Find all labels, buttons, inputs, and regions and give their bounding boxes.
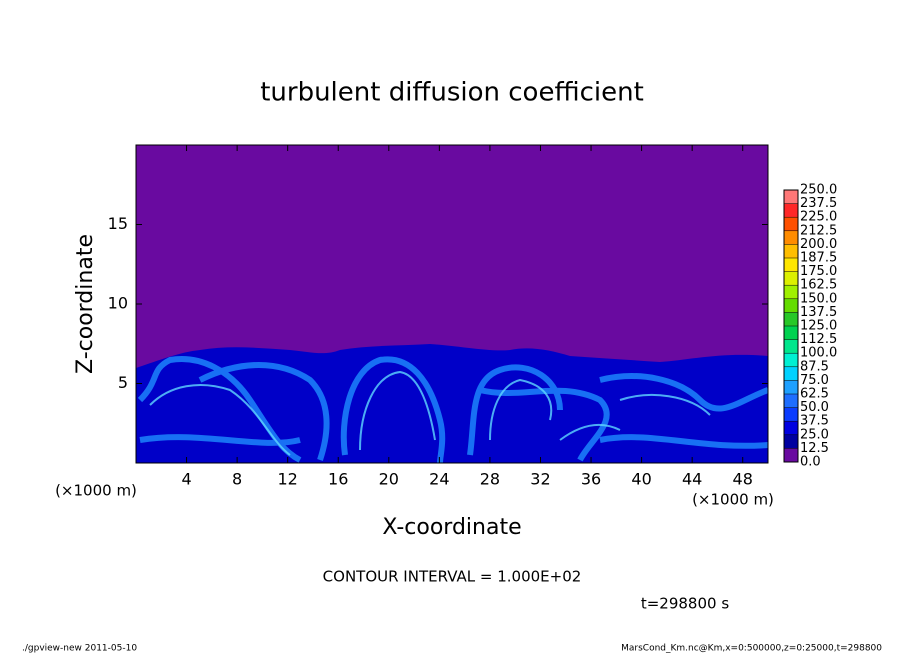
colorbar-label: 37.5 (800, 414, 829, 429)
colorbar-label: 137.5 (800, 305, 837, 320)
colorbar-label: 12.5 (800, 441, 829, 456)
x-tick-label: 8 (232, 470, 242, 489)
y-tick-label: 10 (108, 294, 128, 313)
colorbar-band (784, 421, 798, 435)
y-tick-label: 15 (108, 214, 128, 233)
x-tick-label: 20 (379, 470, 399, 489)
contour-interval: CONTOUR INTERVAL = 1.000E+02 (323, 568, 582, 586)
time-label: t=298800 s (641, 595, 729, 613)
colorbar-band (784, 312, 798, 326)
colorbar-label: 250.0 (800, 183, 837, 198)
field (136, 145, 768, 463)
colorbar-band (784, 244, 798, 258)
colorbar-band (784, 285, 798, 299)
colorbar-band (784, 448, 798, 462)
x-tick-label: 48 (733, 470, 753, 489)
colorbar-band (784, 366, 798, 381)
x-tick-label: 28 (480, 470, 500, 489)
eddy-highlights (149, 370, 711, 456)
footer-left: ./gpview-new 2011-05-10 (22, 644, 137, 654)
colorbar-label: 0.0 (800, 455, 821, 470)
x-tick-label: 36 (581, 470, 601, 489)
colorbar-band (784, 258, 798, 272)
x-tick-label: 12 (278, 470, 298, 489)
x-unit: (×1000 m) (692, 491, 774, 509)
chart-title: turbulent diffusion coefficient (260, 78, 644, 108)
colorbar-band (784, 298, 798, 313)
y-unit: (×1000 m) (55, 482, 137, 500)
x-tick-label: 24 (429, 470, 449, 489)
colorbar-label: 225.0 (800, 210, 837, 225)
y-axis-label: Z-coordinate (73, 234, 98, 374)
colorbar-label: 75.0 (800, 373, 829, 388)
x-tick-label: 16 (328, 470, 348, 489)
x-tick-label: 32 (530, 470, 550, 489)
x-tick-label: 44 (682, 470, 702, 489)
colorbar-label: 112.5 (800, 332, 837, 347)
x-axis-label: X-coordinate (382, 515, 521, 540)
colorbar-label: 150.0 (800, 291, 837, 306)
colorbar-label: 187.5 (800, 251, 837, 266)
colorbar-label: 25.0 (800, 427, 829, 442)
colorbar-band (784, 434, 798, 449)
colorbar-band (784, 339, 798, 354)
colorbar-band (784, 203, 798, 218)
colorbar-label: 125.0 (800, 319, 837, 334)
colorbar-band (784, 217, 798, 231)
colorbar-label: 50.0 (800, 400, 829, 415)
colorbar-band (784, 271, 798, 286)
colorbar-label: 237.5 (800, 196, 837, 211)
colorbar-band (784, 353, 798, 367)
colorbar-label: 62.5 (800, 387, 829, 402)
x-tick-label: 40 (631, 470, 651, 489)
y-tick-label: 5 (118, 373, 128, 392)
footer-right: MarsCond_Km.nc@Km,x=0:500000,z=0:25000,t… (621, 644, 882, 654)
colorbar-label: 100.0 (800, 346, 837, 361)
colorbar-label: 162.5 (800, 278, 837, 293)
colorbar-label: 175.0 (800, 264, 837, 279)
colorbar-label: 200.0 (800, 237, 837, 252)
colorbar-band (784, 190, 798, 204)
colorbar-band (784, 394, 798, 408)
turbulent-layer (136, 344, 768, 463)
colorbar-band (784, 380, 798, 394)
eddies (137, 356, 768, 463)
colorbar-band (784, 407, 798, 422)
colorbar-label: 212.5 (800, 223, 837, 238)
colorbar-band (784, 326, 798, 340)
colorbar-label: 87.5 (800, 359, 829, 374)
x-tick-label: 4 (181, 470, 191, 489)
colorbar-band (784, 230, 798, 245)
